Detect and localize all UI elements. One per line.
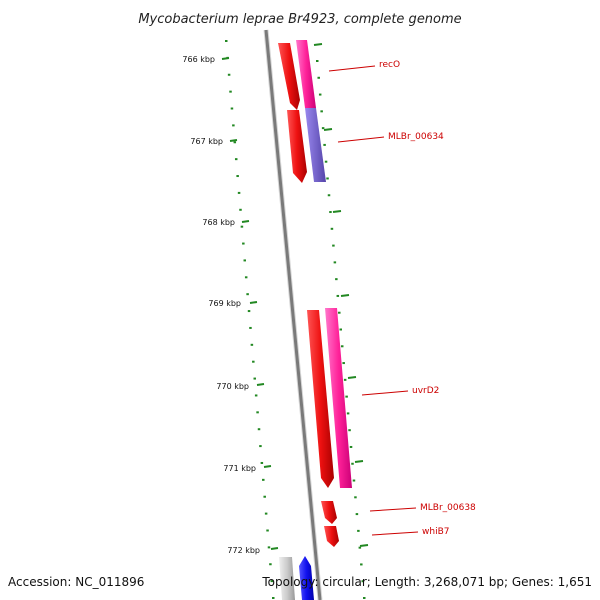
tick-772: 772 kbp bbox=[227, 546, 279, 555]
gene-label-mlbr-00634[interactable]: MLBr_00634 bbox=[388, 132, 444, 142]
tick-label: 766 kbp bbox=[182, 55, 215, 64]
gene-label-whib7[interactable]: whiB7 bbox=[422, 527, 449, 537]
label-leaders bbox=[328, 65, 419, 536]
map-title: Mycobacterium leprae Br4923, complete ge… bbox=[138, 12, 461, 27]
tick-767: 767 kbp bbox=[190, 137, 238, 146]
grey-feature bbox=[279, 557, 295, 600]
genome-summary-text: Topology: circular; Length: 3,268,071 bp… bbox=[261, 575, 592, 589]
genome-backbone-core bbox=[264, 29, 322, 600]
gene-feature-uvrd2 bbox=[325, 308, 352, 488]
tick-label: 772 kbp bbox=[227, 546, 260, 555]
outer-ruler bbox=[316, 60, 366, 599]
outer-major-ticks bbox=[313, 43, 369, 547]
cds-feature-whib7 bbox=[324, 526, 339, 547]
gene-label-reco[interactable]: recO bbox=[379, 60, 400, 70]
tick-769: 769 kbp bbox=[208, 299, 258, 308]
tick-label: 771 kbp bbox=[223, 464, 256, 473]
inner-ruler bbox=[225, 40, 275, 599]
tick-770: 770 kbp bbox=[216, 382, 265, 391]
tick-766: 766 kbp bbox=[182, 55, 230, 64]
cds-feature-mlbr-00634 bbox=[287, 110, 307, 183]
cds-feature-reco bbox=[278, 43, 300, 110]
blue-feature bbox=[299, 556, 314, 600]
tick-label: 769 kbp bbox=[208, 299, 241, 308]
tick-label: 770 kbp bbox=[216, 382, 249, 391]
tick-771: 771 kbp bbox=[223, 464, 272, 473]
gene-feature-reco bbox=[296, 40, 316, 108]
tick-label: 768 kbp bbox=[202, 218, 235, 227]
gene-label-uvrd2[interactable]: uvrD2 bbox=[412, 386, 439, 396]
accession-text: Accession: NC_011896 bbox=[8, 575, 144, 589]
cds-feature-mlbr-00638 bbox=[321, 501, 337, 524]
tick-label: 767 kbp bbox=[190, 137, 223, 146]
cds-feature-uvrd2 bbox=[307, 310, 334, 488]
misc-feature-mlbr-00634 bbox=[305, 108, 326, 182]
tick-768: 768 kbp bbox=[202, 218, 250, 227]
gene-label-mlbr-00638[interactable]: MLBr_00638 bbox=[420, 503, 476, 513]
